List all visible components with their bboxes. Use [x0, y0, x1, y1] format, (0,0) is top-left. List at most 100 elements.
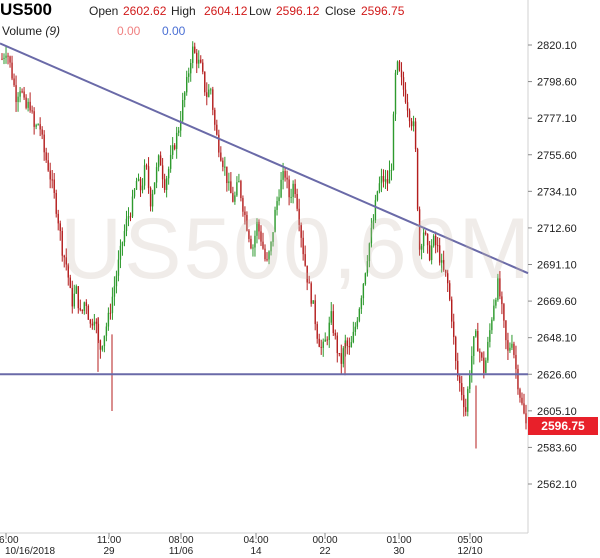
candle-body — [455, 337, 457, 361]
candle-body — [111, 296, 114, 313]
candle-body — [515, 354, 517, 369]
candle-body — [222, 160, 224, 167]
candle-body — [336, 335, 338, 354]
candle-body — [214, 109, 216, 125]
candle-body — [79, 308, 82, 310]
candle-body — [268, 251, 270, 260]
candle-body — [497, 278, 499, 300]
candle-body — [495, 299, 497, 306]
candle-body — [107, 312, 110, 327]
candle-body — [332, 311, 334, 333]
candle-body — [260, 231, 262, 242]
candle-body — [400, 70, 403, 78]
candle-body — [228, 181, 230, 184]
candle-body — [366, 261, 369, 274]
candle-body — [350, 342, 353, 348]
candle-body — [57, 213, 59, 224]
candles-group — [1, 41, 527, 449]
candle-body — [125, 218, 128, 232]
candle-body — [499, 278, 501, 297]
candle-body — [17, 96, 19, 103]
candle-body — [151, 193, 154, 207]
candle-body — [390, 169, 393, 171]
candle-body — [322, 341, 324, 348]
candle-body — [459, 376, 461, 384]
candle-body — [121, 242, 124, 246]
candle-body — [290, 196, 292, 198]
candle-body — [95, 321, 98, 324]
candle-body — [232, 193, 234, 202]
open-label: Open — [89, 4, 119, 18]
candle-body — [25, 97, 27, 108]
candle-body — [169, 154, 172, 169]
candle-body — [465, 407, 467, 412]
candle-body — [422, 232, 425, 247]
candle-body — [11, 62, 13, 79]
candle-body — [171, 145, 174, 155]
candle-body — [384, 179, 387, 182]
candle-body — [244, 211, 246, 215]
candle-body — [190, 62, 192, 74]
y-tick-label: 2820.10 — [537, 40, 577, 52]
candle-body — [21, 91, 23, 93]
candle-body — [517, 368, 519, 390]
candle-body — [127, 216, 130, 219]
candle-body — [288, 179, 290, 198]
candle-body — [463, 394, 465, 408]
candle-body — [503, 304, 505, 321]
x-tick-date: 14 — [250, 546, 262, 557]
candle-body — [306, 265, 308, 283]
y-tick-label: 2562.10 — [537, 479, 577, 491]
candle-body — [165, 178, 168, 190]
candle-body — [420, 246, 423, 250]
candle-body — [436, 245, 439, 247]
candle-body — [262, 241, 264, 249]
close-value: 2596.75 — [361, 4, 405, 18]
candle-body — [457, 360, 459, 377]
y-tick-label: 2648.10 — [537, 333, 577, 345]
candle-body — [31, 110, 33, 112]
candle-body — [364, 273, 367, 285]
candle-body — [181, 100, 184, 121]
high-value: 2604.12 — [204, 4, 248, 18]
candle-body — [368, 243, 371, 262]
candle-body — [461, 383, 463, 395]
candle-body — [286, 177, 288, 180]
candle-body — [426, 234, 429, 246]
candle-body — [378, 183, 381, 192]
candle-body — [208, 89, 210, 97]
candle-body — [330, 311, 332, 323]
candle-body — [173, 145, 176, 149]
candle-body — [320, 346, 322, 348]
candle-body — [328, 322, 330, 341]
candle-body — [440, 260, 443, 263]
x-tick-time: 16:00 — [0, 535, 19, 546]
y-tick-label: 2691.10 — [537, 260, 577, 272]
candle-body — [67, 264, 69, 278]
candle-body — [418, 209, 421, 250]
candle-body — [248, 230, 250, 239]
candle-body — [7, 55, 9, 57]
candle-body — [428, 245, 431, 261]
candle-body — [374, 200, 377, 221]
x-tick-time: 00:00 — [312, 535, 337, 546]
low-value: 2596.12 — [276, 4, 320, 18]
candle-body — [202, 62, 204, 72]
candle-body — [356, 320, 359, 327]
candle-body — [198, 59, 200, 64]
candle-body — [489, 330, 491, 342]
candle-body — [69, 277, 71, 288]
candle-body — [135, 180, 138, 190]
candle-body — [412, 121, 415, 127]
candle-body — [167, 168, 170, 179]
candle-body — [314, 300, 316, 325]
candle-body — [358, 308, 361, 321]
candle-body — [153, 182, 156, 194]
low-label: Low — [249, 4, 272, 18]
close-label: Close — [325, 4, 356, 18]
candle-body — [493, 305, 495, 320]
descending-trendline[interactable] — [0, 42, 529, 275]
candle-body — [85, 302, 88, 306]
candle-body — [298, 208, 300, 225]
